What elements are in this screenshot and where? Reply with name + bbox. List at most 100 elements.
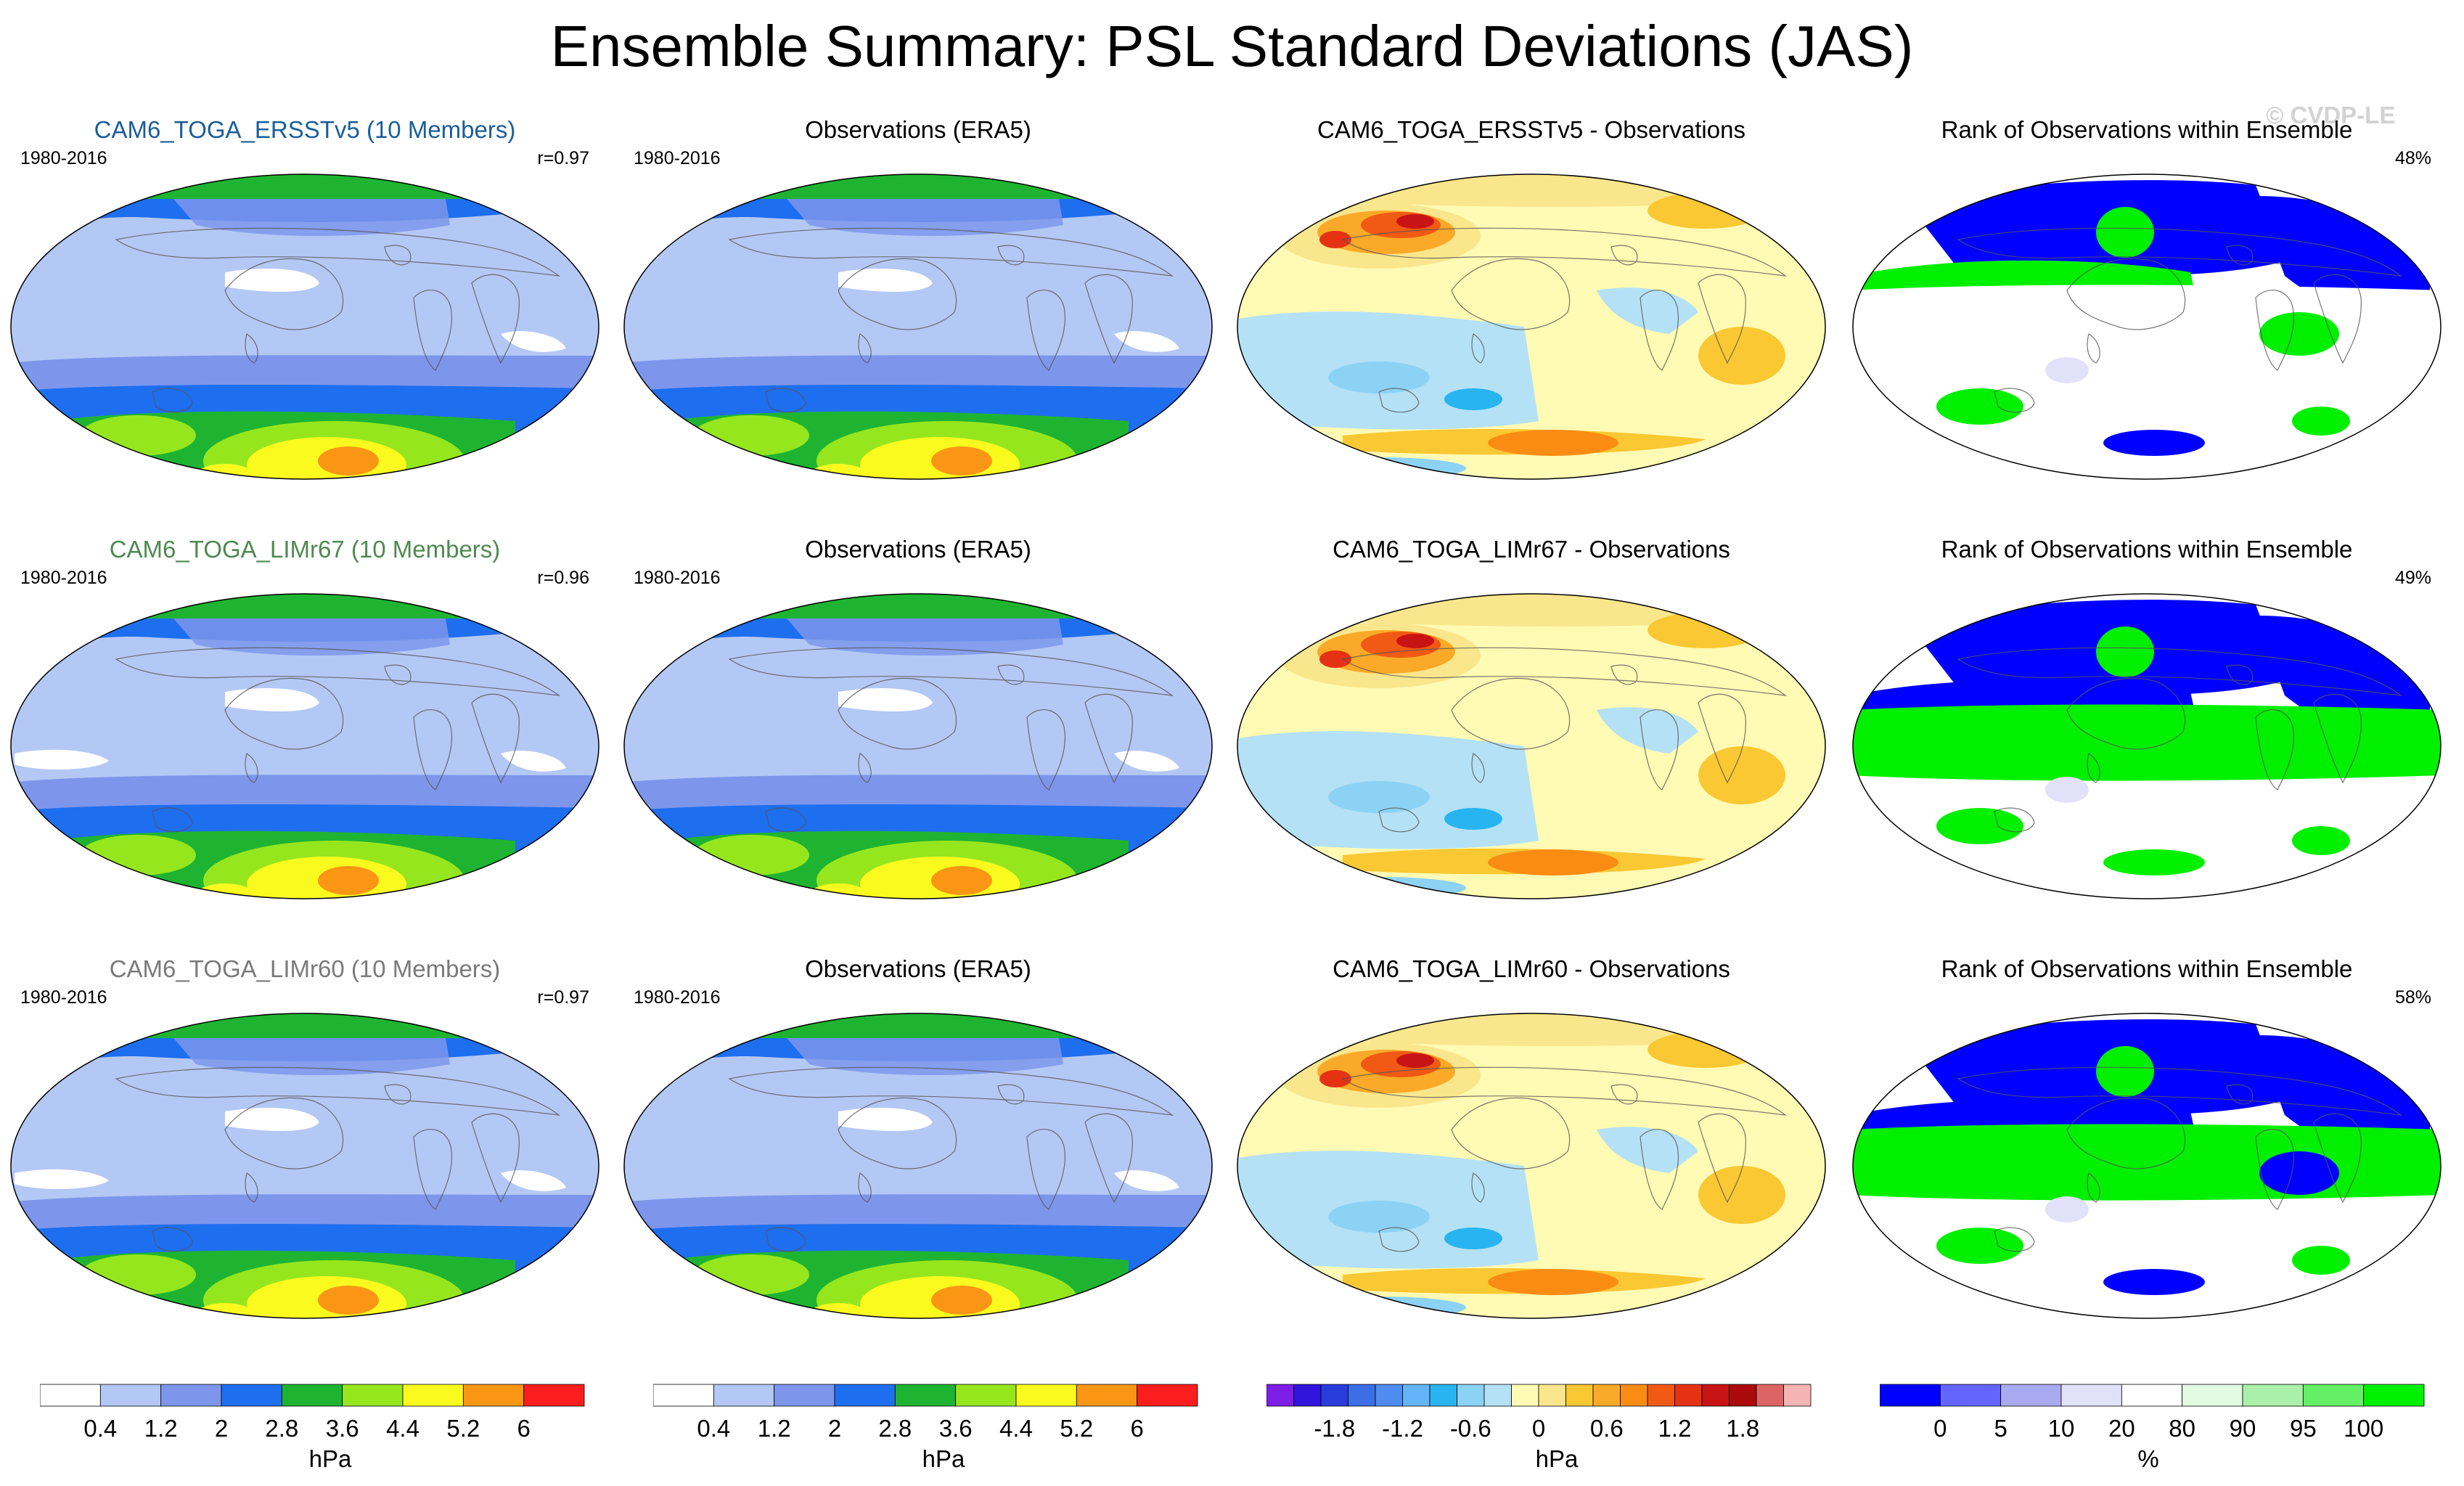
map-border <box>623 593 1213 899</box>
pattern-correlation: r=0.97 <box>537 987 589 1008</box>
period-label: 1980-2016 <box>20 568 107 588</box>
colorbar-tick-label: -1.2 <box>1382 1415 1423 1442</box>
colorbar-tick-label: 20 <box>2108 1415 2135 1442</box>
panel-title: Observations (ERA5) <box>805 116 1031 143</box>
rank-percent: 48% <box>2394 148 2431 168</box>
period-label: 1980-2016 <box>20 987 107 1008</box>
colorbar-swatch <box>1137 1384 1198 1407</box>
rank-percent: 58% <box>2394 987 2431 1008</box>
colorbar-tick-label: 2.8 <box>265 1415 299 1442</box>
colorbar-tick-label: 5 <box>1994 1415 2007 1442</box>
map-border <box>1237 1013 1826 1319</box>
panel-title: CAM6_TOGA_LIMr60 (10 Members) <box>109 955 501 982</box>
colorbar-tick-label: 2.8 <box>878 1415 912 1442</box>
colorbar-3: -1.8 -1.2 -0.6 0 0.6 1.2 1.8 hPa <box>1266 1383 1818 1485</box>
colorbar-tick-label: 3.6 <box>938 1415 973 1442</box>
colorbar-swatch <box>1266 1384 1294 1407</box>
colorbar-swatch <box>462 1384 525 1407</box>
map-model-1 <box>10 593 599 899</box>
coastline-outline <box>1341 1066 1788 1252</box>
coastline-outline <box>728 227 1174 413</box>
colorbar-swatch <box>894 1384 957 1407</box>
colorbar-swatch <box>221 1384 282 1407</box>
map-border <box>10 1013 599 1319</box>
panel-title: CAM6_TOGA_ERSSTv5 (10 Members) <box>94 116 516 143</box>
panel-model-row2: CAM6_TOGA_LIMr67 (10 Members) 1980-2016 r=… <box>7 536 602 946</box>
panel-diff-row1: CAM6_TOGA_ERSSTv5 - Observations <box>1234 116 1829 526</box>
colorbar-tick-label: 0 <box>1531 1415 1546 1442</box>
colorbar-swatch <box>281 1384 343 1407</box>
colorbar-swatch <box>160 1384 222 1407</box>
panel-obs-row3: Observations (ERA5) 1980-2016 <box>621 955 1216 1365</box>
colorbar-swatch <box>1783 1384 1812 1407</box>
colorbar-tick-label: 0.6 <box>1589 1415 1624 1442</box>
colorbar-tick-label: 10 <box>2047 1415 2075 1442</box>
pattern-correlation: r=0.97 <box>537 148 589 168</box>
map-border <box>10 593 599 899</box>
period-label: 1980-2016 <box>634 148 721 168</box>
colorbar-swatch <box>1483 1384 1512 1407</box>
colorbar-tick-label: 100 <box>2344 1415 2384 1442</box>
colorbar-swatch <box>1511 1384 1539 1407</box>
colorbar-tick-label: 95 <box>2289 1415 2317 1442</box>
map-border <box>1237 593 1826 899</box>
map-border <box>1852 1013 2442 1319</box>
coastline-outline <box>1957 1066 2403 1252</box>
colorbar-tick-label: 4.4 <box>999 1415 1033 1442</box>
map-border <box>10 173 599 480</box>
coastline-outline <box>115 1066 561 1252</box>
coastline-outline <box>1341 227 1788 413</box>
colorbar-swatch <box>342 1384 404 1407</box>
panel-title: Rank of Observations within Ensemble <box>1941 116 2353 143</box>
panel-rank-row3: Rank of Observations within Ensemble 58% <box>1849 955 2444 1365</box>
map-rank-1 <box>1852 593 2442 899</box>
colorbar-swatch <box>2302 1384 2365 1407</box>
colorbar-tick-label: 4.4 <box>386 1415 419 1442</box>
panel-model-row3: CAM6_TOGA_LIMr60 (10 Members) 1980-2016 r=… <box>7 955 602 1365</box>
colorbar-swatch <box>1701 1384 1730 1407</box>
colorbar-swatch <box>955 1384 1017 1407</box>
panel-title: Rank of Observations within Ensemble <box>1941 955 2353 982</box>
period-label: 1980-2016 <box>20 148 107 168</box>
map-obs-1 <box>623 593 1213 899</box>
map-border <box>1852 173 2442 480</box>
map-border <box>623 1013 1213 1319</box>
colorbar-swatch <box>1620 1384 1648 1407</box>
colorbar-swatch <box>1457 1384 1485 1407</box>
colorbar-swatch <box>1320 1384 1348 1407</box>
colorbar-swatch <box>1015 1384 1077 1407</box>
colorbar-swatch <box>1429 1384 1457 1407</box>
colorbar-swatch <box>1729 1384 1757 1407</box>
colorbar-swatch <box>523 1384 585 1407</box>
colorbar-swatch <box>99 1384 162 1407</box>
map-border <box>1852 593 2442 899</box>
panel-title: CAM6_TOGA_LIMr67 - Observations <box>1333 536 1730 563</box>
map-diff-0 <box>1237 173 1826 480</box>
period-label: 1980-2016 <box>634 987 721 1008</box>
colorbar-tick-label: -0.6 <box>1449 1415 1491 1442</box>
panel-title: CAM6_TOGA_ERSSTv5 - Observations <box>1317 116 1745 143</box>
colorbar-4: 0 5 10 20 80 90 95 100% <box>1880 1383 2431 1485</box>
coastline-outline <box>1957 227 2403 413</box>
panel-obs-row1: Observations (ERA5) 1980-2016 <box>621 116 1216 526</box>
colorbar-unit: hPa <box>308 1445 352 1472</box>
colorbar-swatch <box>2000 1384 2062 1407</box>
colorbar-swatch <box>2242 1384 2304 1407</box>
coastline-outline <box>728 1066 1174 1252</box>
colorbar-swatch <box>40 1384 101 1407</box>
colorbar-tick-label: 2 <box>214 1415 229 1442</box>
colorbar-tick-label: 3.6 <box>325 1415 359 1442</box>
colorbar-swatch <box>1647 1384 1675 1407</box>
colorbar-tick-label: 1.8 <box>1726 1415 1760 1442</box>
colorbar-swatch <box>653 1384 714 1407</box>
colorbar-tick-label: 0 <box>1933 1415 1947 1442</box>
colorbar-tick-label: 1.2 <box>144 1415 178 1442</box>
colorbar-swatch <box>1880 1384 1941 1407</box>
period-label: 1980-2016 <box>634 568 721 588</box>
panel-title: CAM6_TOGA_LIMr60 - Observations <box>1333 955 1730 982</box>
rank-percent: 49% <box>2394 568 2431 588</box>
pattern-correlation: r=0.96 <box>537 568 589 588</box>
coastline-outline <box>728 647 1174 833</box>
map-obs-0 <box>623 173 1213 480</box>
colorbar-tick-label: 2 <box>827 1415 842 1442</box>
